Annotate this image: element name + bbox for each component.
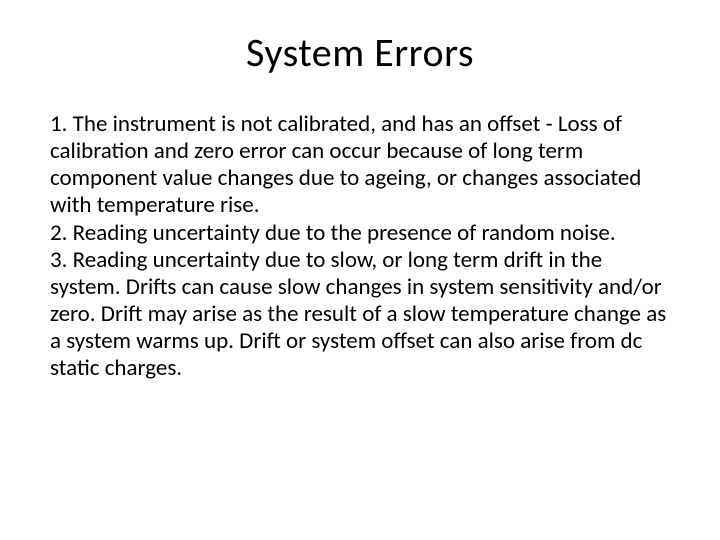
slide-body: 1. The instrument is not calibrated, and…	[50, 111, 670, 382]
slide-title: System Errors	[50, 28, 670, 77]
slide: System Errors 1. The instrument is not c…	[0, 0, 720, 540]
